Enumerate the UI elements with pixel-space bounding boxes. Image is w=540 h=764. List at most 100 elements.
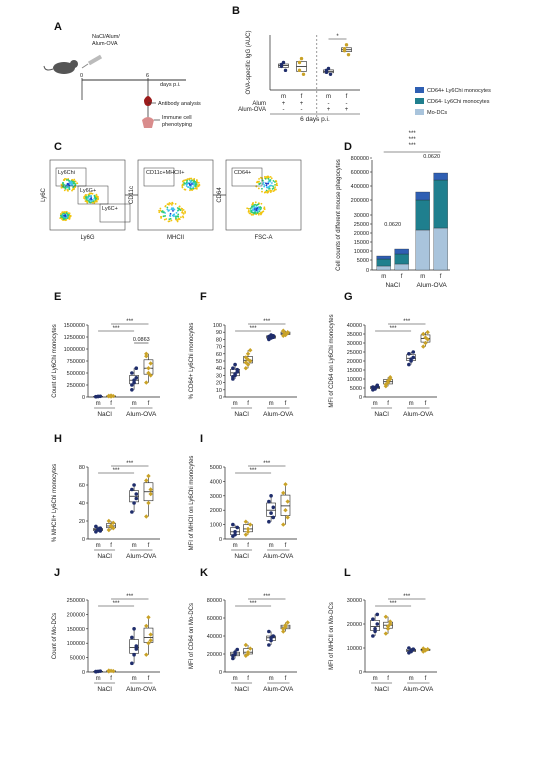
event-dot	[261, 187, 263, 190]
y-axis-label: Cell counts of different mouse phagocyte…	[336, 159, 342, 271]
gate	[99, 203, 131, 223]
event-dot	[97, 197, 100, 200]
sex-label: m	[233, 676, 238, 682]
data-point	[243, 355, 249, 360]
data-point	[267, 499, 271, 504]
y-tick-label: 0	[82, 395, 85, 401]
footer-label: 6 days p.i.	[300, 116, 330, 123]
event-dot	[169, 214, 171, 217]
event-dot	[68, 187, 71, 189]
sex-label: m	[373, 401, 378, 407]
data-point	[132, 378, 136, 383]
data-point	[271, 515, 276, 520]
event-dot	[193, 180, 196, 183]
event-dot	[60, 186, 63, 189]
data-point	[281, 329, 286, 334]
data-point	[134, 496, 139, 501]
event-dot	[65, 218, 68, 221]
event-dot	[63, 212, 65, 215]
data-point	[411, 647, 416, 651]
event-dot	[71, 189, 73, 192]
sig-mark: ***	[263, 594, 271, 600]
event-dot	[187, 186, 190, 188]
y-tick-label: 20	[79, 519, 85, 525]
panel-label-b: B	[232, 5, 240, 17]
data-point	[243, 366, 249, 371]
event-dot	[197, 181, 200, 184]
data-point	[385, 624, 391, 629]
event-dot	[86, 197, 89, 200]
event-dot	[269, 189, 272, 192]
data-point	[297, 68, 302, 73]
event-dot	[257, 187, 260, 190]
sex-label: m	[373, 676, 378, 682]
data-point	[245, 357, 251, 362]
event-dot	[184, 179, 187, 181]
event-dot	[88, 201, 91, 204]
data-point	[421, 344, 426, 349]
event-dot	[262, 183, 264, 185]
y-tick-label: 10000	[354, 249, 369, 255]
data-point	[279, 62, 284, 67]
data-point	[301, 72, 306, 76]
y-axis-label: Count of Ly6Chi monocytes	[52, 324, 58, 397]
data-point	[283, 623, 288, 628]
event-dot	[67, 182, 70, 185]
gate	[231, 167, 263, 187]
data-point	[144, 652, 149, 657]
event-dot	[181, 186, 184, 189]
data-point	[130, 371, 134, 375]
data-point	[385, 378, 391, 383]
ova-mark: +	[327, 107, 331, 113]
chart-b: OVA-specific IgG (AUC)m+-f+-m-+f-+AlumAl…	[238, 31, 360, 123]
data-point	[243, 653, 249, 658]
alum-mark: -	[346, 101, 348, 107]
data-point	[383, 614, 389, 619]
event-dot	[272, 180, 275, 182]
data-point	[269, 334, 273, 338]
event-dot	[63, 183, 65, 186]
y-tick-label: 15000	[354, 240, 369, 246]
y-tick-label: 800000	[351, 156, 369, 162]
y-tick-label: 0	[82, 537, 85, 543]
event-dot	[189, 181, 192, 184]
event-dot	[90, 198, 93, 201]
sex-label: m	[269, 543, 274, 549]
y-tick-label: 60	[79, 483, 85, 489]
event-dot	[196, 180, 198, 183]
panel-label-l: L	[344, 567, 351, 579]
outcome-immune-2: phenotyping	[162, 122, 192, 128]
event-dot	[181, 184, 184, 187]
ova-mark: -	[283, 107, 285, 113]
event-dot	[69, 214, 72, 217]
legend-swatch	[415, 109, 424, 115]
event-dot	[174, 203, 177, 205]
data-point	[409, 357, 413, 362]
mouse-icon	[43, 60, 78, 74]
data-point	[283, 508, 288, 513]
event-dot	[66, 186, 69, 189]
panel-label-j: J	[54, 567, 60, 579]
data-point	[423, 340, 428, 346]
data-point	[267, 629, 271, 634]
event-dot	[192, 178, 195, 181]
legend-swatch	[415, 98, 424, 104]
event-dot	[270, 190, 273, 192]
event-dot	[64, 217, 66, 220]
bar-segment	[433, 172, 448, 181]
y-tick-label: 750000	[67, 359, 85, 365]
panel-label-k: K	[200, 567, 208, 579]
event-dot	[76, 182, 78, 185]
y-tick-label: 60000	[207, 616, 222, 622]
bar-segment	[376, 255, 391, 260]
event-dot	[189, 189, 191, 192]
event-dot	[253, 208, 256, 211]
data-point	[132, 627, 136, 631]
data-point	[285, 499, 290, 504]
sex-label: f	[387, 676, 389, 682]
data-point	[385, 626, 391, 631]
y-tick-label: 20000	[347, 359, 362, 365]
event-dot	[255, 206, 258, 209]
event-dot	[250, 213, 253, 216]
event-dot	[260, 207, 263, 209]
